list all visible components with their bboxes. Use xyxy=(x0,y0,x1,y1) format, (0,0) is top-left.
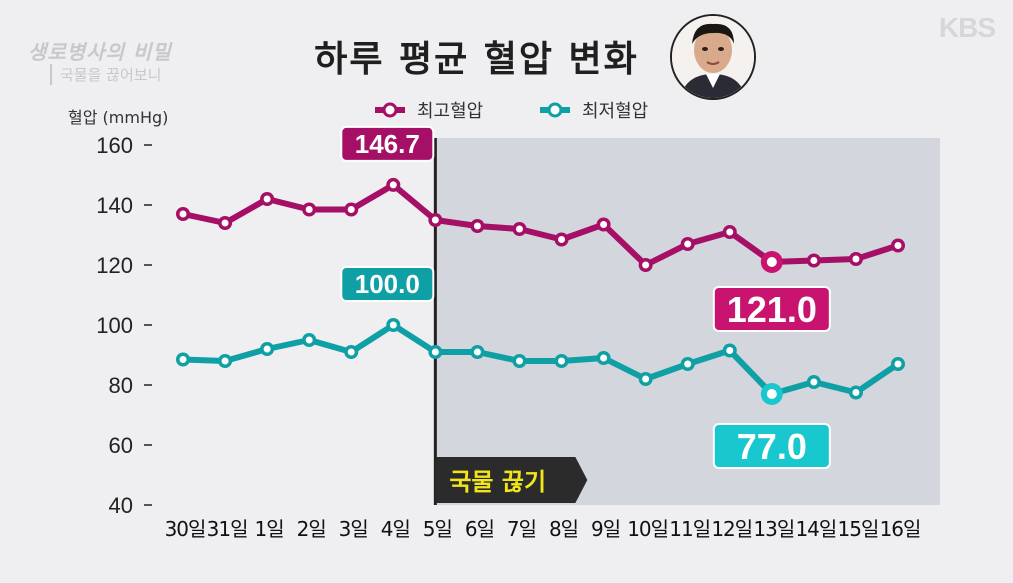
data-point-center xyxy=(263,195,271,203)
callout-label: 100.0 xyxy=(355,269,420,299)
x-tick-label: 3일 xyxy=(339,517,368,541)
x-tick-label: 31일 xyxy=(207,517,248,541)
broadcaster-logo: KBS xyxy=(938,12,996,43)
callout-label: 121.0 xyxy=(727,289,817,330)
data-point-center xyxy=(810,378,818,386)
data-point-center xyxy=(600,221,608,228)
x-tick-label: 30일 xyxy=(165,517,206,541)
data-point-center xyxy=(473,348,481,356)
data-point-center xyxy=(684,240,692,248)
data-point-center xyxy=(558,357,566,365)
callout-box xyxy=(340,266,435,302)
x-tick-label: 11일 xyxy=(669,517,710,541)
data-point-center xyxy=(726,347,734,354)
data-point-center xyxy=(473,222,481,230)
data-point-center xyxy=(347,206,355,213)
data-point-center xyxy=(684,360,692,368)
data-point-center xyxy=(515,357,523,365)
marker-label: 국물 끊기 xyxy=(449,468,546,496)
x-tick-label: 14일 xyxy=(795,517,836,541)
x-tick-label: 16일 xyxy=(880,517,921,541)
data-point-center xyxy=(347,348,355,356)
data-point-center xyxy=(221,219,229,227)
data-point-center xyxy=(305,206,313,213)
y-tick-label: 60 xyxy=(109,433,133,458)
x-tick-label: 6일 xyxy=(465,517,494,541)
presenter-avatar xyxy=(670,14,756,100)
callout-box xyxy=(712,286,831,332)
data-point-center xyxy=(179,356,187,363)
y-axis-label: 혈압 (mmHg) xyxy=(68,108,168,127)
data-point-center xyxy=(600,354,608,362)
data-point-center xyxy=(852,255,860,263)
callout-label: 146.7 xyxy=(355,129,420,159)
x-tick-label: 13일 xyxy=(753,517,794,541)
data-point-center xyxy=(305,336,313,344)
data-point-center xyxy=(726,228,734,236)
y-tick-label: 160 xyxy=(96,133,133,158)
x-tick-label: 12일 xyxy=(711,517,752,541)
x-tick-label: 15일 xyxy=(838,517,879,541)
legend-label: 최저혈압 xyxy=(582,101,648,122)
x-tick-label: 1일 xyxy=(255,517,284,541)
data-point-center xyxy=(852,389,860,396)
y-tick-label: 40 xyxy=(109,493,133,518)
data-point-center xyxy=(389,181,397,189)
highlight-point-center xyxy=(766,257,777,267)
marker-label-box xyxy=(435,457,588,503)
program-subtitle: 국물을 끊어보니 xyxy=(50,64,161,85)
data-point-center xyxy=(221,357,229,365)
data-point-center xyxy=(431,216,439,224)
legend-marker xyxy=(547,102,563,118)
data-point-center xyxy=(431,348,439,356)
x-tick-label: 9일 xyxy=(591,517,620,541)
y-tick-label: 100 xyxy=(96,313,133,338)
data-point-center xyxy=(389,321,397,329)
y-tick-label: 140 xyxy=(96,193,133,218)
data-point-center xyxy=(642,261,650,269)
program-title: 생로병사의 비밀 xyxy=(28,40,172,64)
after-marker-region xyxy=(435,138,940,505)
data-point-center xyxy=(894,360,902,368)
data-point-center xyxy=(558,236,566,243)
x-tick-label: 8일 xyxy=(549,517,578,541)
y-tick-label: 120 xyxy=(96,253,133,278)
y-tick-label: 80 xyxy=(109,373,133,398)
chart-title: 하루 평균 혈압 변화 xyxy=(314,39,639,80)
x-tick-label: 7일 xyxy=(507,517,536,541)
data-point-center xyxy=(263,345,271,353)
data-point-center xyxy=(894,242,902,249)
x-tick-label: 4일 xyxy=(381,517,410,541)
legend-label: 최고혈압 xyxy=(417,101,483,122)
x-tick-label: 10일 xyxy=(627,517,668,541)
data-point-center xyxy=(515,225,523,233)
callout-box xyxy=(340,125,435,162)
data-point-center xyxy=(810,257,818,264)
callout-box xyxy=(712,423,831,469)
x-tick-label: 2일 xyxy=(297,517,326,541)
highlight-point-center xyxy=(766,389,777,399)
data-point-center xyxy=(179,210,187,218)
data-point-center xyxy=(642,375,650,383)
callout-label: 77.0 xyxy=(737,426,807,467)
x-tick-label: 5일 xyxy=(423,517,452,541)
legend-marker xyxy=(382,102,398,118)
